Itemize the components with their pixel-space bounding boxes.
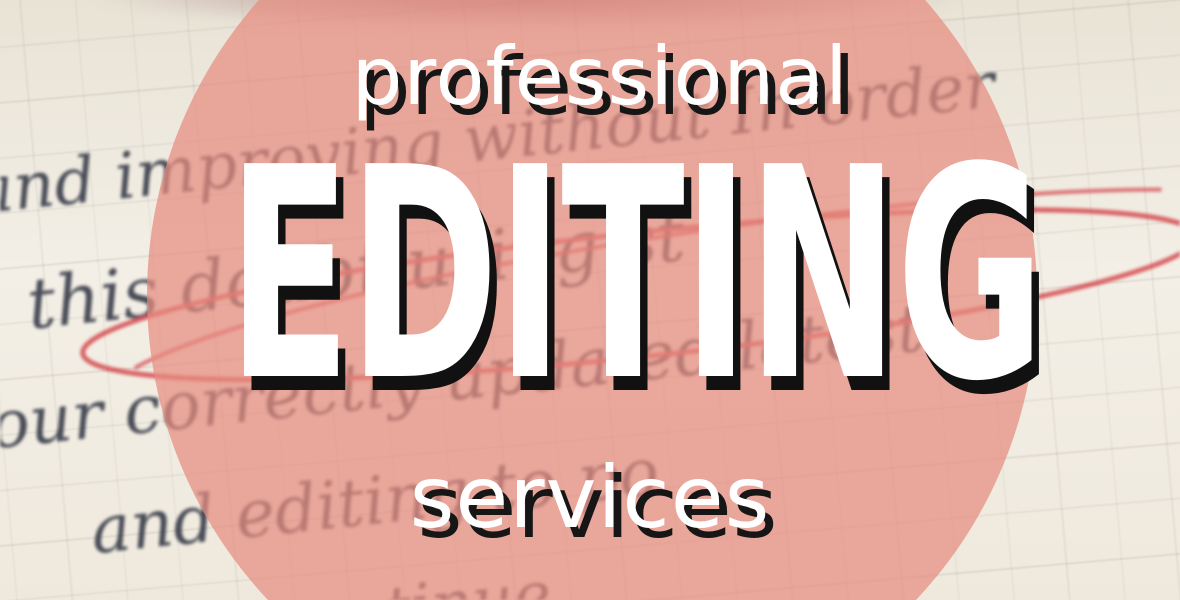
title-line-professional: professional [351, 30, 849, 123]
title-line-editing: EDITING [227, 105, 1044, 445]
title-line-services: services [409, 448, 771, 548]
pink-circle [147, 0, 1037, 600]
